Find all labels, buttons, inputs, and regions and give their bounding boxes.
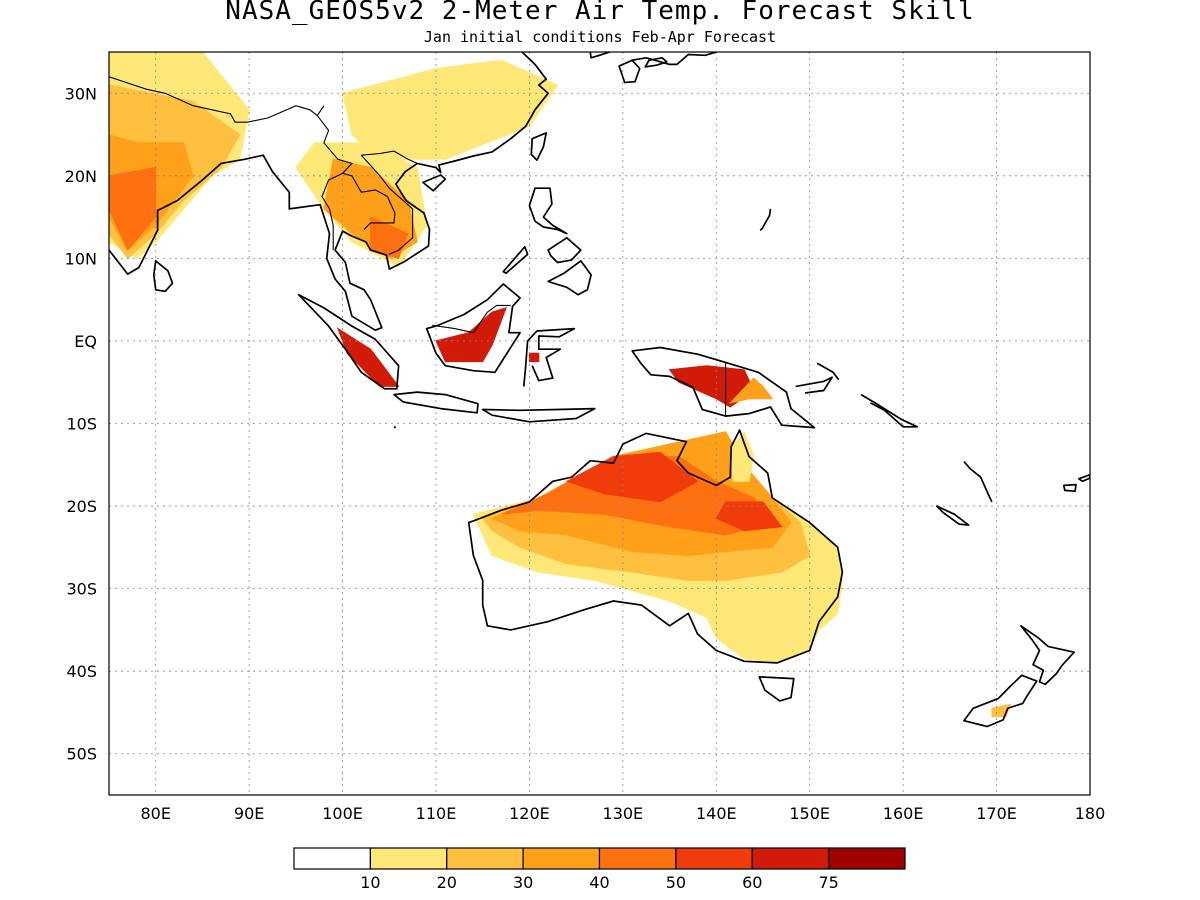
map-frame (108, 51, 1091, 796)
new-zealand-south-coastline (963, 674, 1038, 728)
latitude-tick-label: 50S (66, 745, 97, 764)
fiji-coastline (1062, 483, 1077, 493)
colorbar-swatch (751, 847, 830, 870)
skill-shading-layer (109, 52, 1012, 718)
colorbar-label: 75 (818, 873, 838, 892)
longitude-tick-label: 160E (883, 804, 924, 823)
axis-tick-labels: 80E 90E 100E 110E 120E 130E 140E 150E 160E 170E 18… (65, 84, 1106, 823)
colorbar-label: 40 (589, 873, 609, 892)
borneo-coastline (425, 283, 521, 374)
new-zealand-north-coastline (1020, 624, 1075, 686)
laos-vietnam-border (360, 154, 414, 255)
latitude-tick-label: 10N (65, 249, 97, 268)
india-border (109, 76, 318, 123)
vanua-levu-coastline (1077, 473, 1090, 483)
colorbar-label: 10 (360, 873, 380, 892)
latitude-tick-label: 30N (65, 84, 97, 103)
colorbar-swatch (828, 847, 906, 870)
latitude-tick-label: 30S (66, 580, 97, 599)
philippines-visayas-coastline (547, 236, 582, 264)
longitude-tick-label: 180 (1075, 804, 1106, 823)
vietnam-border (361, 150, 418, 164)
colorbar-label: 30 (513, 873, 533, 892)
lesser-sunda-coastline (481, 407, 596, 423)
japan-kyushu-coastline (618, 59, 641, 84)
java-coastline (393, 391, 479, 414)
coastline-layer (109, 52, 1090, 728)
japan-honshu-coastline (631, 52, 717, 66)
new-caledonia-coastline (935, 505, 970, 526)
colorbar-swatch (522, 847, 601, 870)
latitude-tick-label: 10S (66, 415, 97, 434)
latitude-tick-label: 20N (65, 167, 97, 186)
colorbar-swatch (598, 847, 677, 870)
colorbar-swatch (675, 847, 753, 870)
borneo-skill (435, 307, 507, 363)
australia-skill-peak-east (715, 501, 783, 532)
solomon-islands-coastline (860, 393, 919, 428)
taiwan-coastline (530, 132, 548, 161)
korea-coastline (589, 52, 611, 59)
sulawesi-coastline (522, 327, 576, 387)
new-guinea-skill-edge (728, 377, 774, 404)
new-ireland-coastline (816, 362, 840, 381)
longitude-tick-label: 90E (234, 804, 264, 823)
longitude-tick-label: 140E (696, 804, 737, 823)
tasmania-coastline (758, 676, 795, 702)
china-southwest-border (316, 105, 325, 116)
philippines-luzon-coastline (528, 187, 568, 235)
longitude-tick-label: 120E (509, 804, 550, 823)
borneo-border (432, 304, 511, 334)
map-subtitle: Jan initial conditions Feb-Apr Forecast (423, 28, 777, 46)
latitude-tick-label: 20S (66, 497, 97, 516)
longitude-tick-label: 130E (603, 804, 644, 823)
sumatra-coastline (297, 293, 400, 390)
latitude-tick-label: 40S (66, 662, 97, 681)
grid-layer (109, 52, 1090, 795)
longitude-tick-label: 170E (976, 804, 1017, 823)
longitude-tick-label: 110E (416, 804, 457, 823)
christmas-island-coastline (393, 426, 397, 429)
asia-mainland-coastline (109, 52, 549, 332)
india-skill-strong (109, 167, 157, 252)
colorbar-label: 50 (666, 873, 686, 892)
new-britain-coastline (795, 376, 833, 394)
colorbar-swatch (446, 847, 524, 870)
colorbar: 10 20 30 40 50 60 75 (293, 847, 906, 892)
latitude-tick-label: EQ (74, 332, 97, 351)
longitude-tick-label: 150E (789, 804, 830, 823)
sri-lanka-coastline (152, 260, 174, 293)
sulawesi-skill (528, 352, 540, 363)
vanuatu-coastline (963, 460, 993, 503)
colorbar-swatch (369, 847, 448, 870)
new-guinea-coastline (631, 346, 816, 429)
longitude-tick-label: 80E (140, 804, 170, 823)
china-skill-low (342, 59, 559, 160)
mariana-islands-coastline (759, 208, 772, 231)
australia-coastline (467, 429, 844, 664)
longitude-tick-label: 100E (322, 804, 363, 823)
palawan-coastline (502, 245, 529, 275)
colorbar-label: 20 (437, 873, 457, 892)
hainan-coastline (422, 174, 447, 192)
japan-shikoku-coastline (644, 56, 668, 68)
colorbar-swatch (293, 847, 371, 870)
australia-skill-peak (565, 451, 699, 503)
colorbar-label: 60 (742, 873, 762, 892)
thailand-laos-border (342, 172, 396, 230)
map-title: NASA_GEOS5v2 2-Meter Air Temp. Forecast … (225, 0, 975, 26)
philippines-mindanao-coastline (547, 260, 592, 296)
